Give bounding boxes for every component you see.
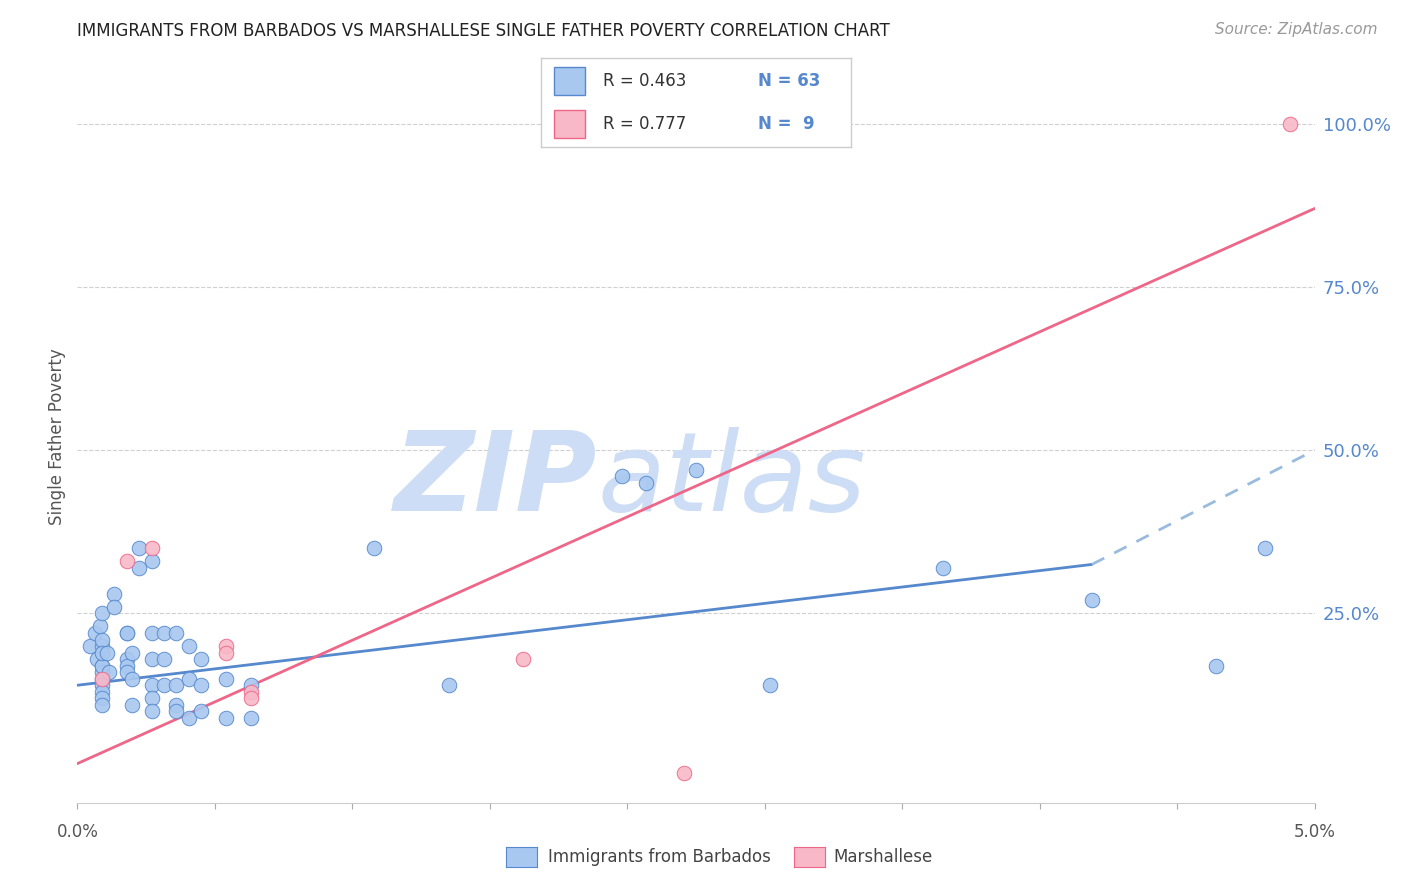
Point bbox=[115, 554, 138, 568]
Text: R = 0.463: R = 0.463 bbox=[603, 72, 686, 90]
Point bbox=[91, 678, 114, 692]
Point bbox=[165, 705, 187, 719]
Point bbox=[91, 665, 114, 680]
Point bbox=[215, 639, 238, 653]
Point bbox=[91, 646, 114, 660]
Point bbox=[1278, 117, 1301, 131]
Point bbox=[1254, 541, 1277, 555]
Point bbox=[177, 672, 200, 686]
Point bbox=[190, 652, 212, 666]
Point bbox=[215, 711, 238, 725]
Text: R = 0.777: R = 0.777 bbox=[603, 115, 686, 133]
Point bbox=[103, 587, 125, 601]
Point bbox=[141, 691, 163, 706]
Text: IMMIGRANTS FROM BARBADOS VS MARSHALLESE SINGLE FATHER POVERTY CORRELATION CHART: IMMIGRANTS FROM BARBADOS VS MARSHALLESE … bbox=[77, 22, 890, 40]
Point bbox=[91, 672, 114, 686]
Point bbox=[98, 665, 121, 680]
Text: 5.0%: 5.0% bbox=[1294, 822, 1336, 840]
Point bbox=[128, 560, 150, 574]
Point bbox=[165, 626, 187, 640]
Point bbox=[437, 678, 460, 692]
Point bbox=[636, 475, 658, 490]
Point bbox=[91, 685, 114, 699]
Point bbox=[190, 705, 212, 719]
Point bbox=[177, 711, 200, 725]
Point bbox=[610, 469, 633, 483]
Point bbox=[115, 652, 138, 666]
Point bbox=[86, 652, 108, 666]
Point bbox=[239, 711, 262, 725]
Point bbox=[165, 698, 187, 712]
Point bbox=[153, 626, 176, 640]
Point bbox=[239, 691, 262, 706]
Y-axis label: Single Father Poverty: Single Father Poverty bbox=[48, 349, 66, 525]
Point bbox=[215, 672, 238, 686]
Text: 0.0%: 0.0% bbox=[56, 822, 98, 840]
Point bbox=[128, 541, 150, 555]
Point bbox=[115, 658, 138, 673]
Point bbox=[115, 626, 138, 640]
Point bbox=[1205, 658, 1227, 673]
Point bbox=[1081, 593, 1104, 607]
Point bbox=[91, 691, 114, 706]
Point bbox=[932, 560, 955, 574]
Point bbox=[89, 619, 111, 633]
Point bbox=[190, 678, 212, 692]
Point bbox=[141, 705, 163, 719]
Text: N =  9: N = 9 bbox=[758, 115, 814, 133]
Point bbox=[83, 626, 105, 640]
Point bbox=[153, 678, 176, 692]
Point bbox=[91, 607, 114, 621]
Point bbox=[215, 646, 238, 660]
Point bbox=[91, 672, 114, 686]
Point bbox=[141, 626, 163, 640]
Point bbox=[141, 678, 163, 692]
Point bbox=[79, 639, 101, 653]
Point bbox=[115, 626, 138, 640]
Point bbox=[91, 639, 114, 653]
Point bbox=[121, 646, 143, 660]
Point bbox=[121, 698, 143, 712]
Point bbox=[91, 658, 114, 673]
Point bbox=[672, 766, 695, 780]
Text: atlas: atlas bbox=[598, 427, 866, 534]
Point bbox=[141, 541, 163, 555]
FancyBboxPatch shape bbox=[554, 67, 585, 95]
Point bbox=[141, 554, 163, 568]
Point bbox=[759, 678, 782, 692]
Point bbox=[685, 463, 707, 477]
Point bbox=[239, 685, 262, 699]
Point bbox=[91, 632, 114, 647]
Point bbox=[239, 678, 262, 692]
Text: Marshallese: Marshallese bbox=[834, 848, 934, 866]
Point bbox=[141, 652, 163, 666]
FancyBboxPatch shape bbox=[554, 110, 585, 138]
Text: Source: ZipAtlas.com: Source: ZipAtlas.com bbox=[1215, 22, 1378, 37]
Point bbox=[115, 665, 138, 680]
Point bbox=[153, 652, 176, 666]
Point bbox=[91, 698, 114, 712]
Point bbox=[121, 672, 143, 686]
Point bbox=[512, 652, 534, 666]
Text: ZIP: ZIP bbox=[394, 427, 598, 534]
Point bbox=[165, 678, 187, 692]
Point bbox=[363, 541, 385, 555]
Point bbox=[91, 658, 114, 673]
Point bbox=[96, 646, 118, 660]
Point bbox=[177, 639, 200, 653]
Text: N = 63: N = 63 bbox=[758, 72, 820, 90]
Text: Immigrants from Barbados: Immigrants from Barbados bbox=[548, 848, 772, 866]
Point bbox=[103, 599, 125, 614]
